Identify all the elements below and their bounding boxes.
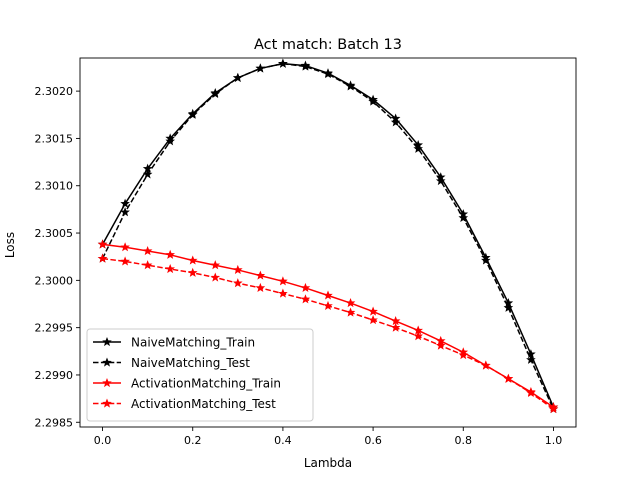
data-point [435, 175, 446, 186]
data-point [323, 300, 333, 310]
data-point [458, 212, 469, 222]
legend-label: ActivationMatching_Train [131, 377, 281, 391]
chart-title: Act match: Batch 13 [254, 37, 402, 53]
x-tick-label: 0.6 [364, 434, 382, 447]
data-point [390, 117, 401, 127]
legend-marker [102, 398, 112, 408]
y-tick-label: 2.3000 [35, 274, 74, 287]
data-point [120, 242, 130, 252]
data-point [142, 245, 153, 256]
y-tick-label: 2.3005 [35, 227, 74, 240]
data-point [526, 354, 536, 364]
series-ActivationMatching_Train [97, 239, 559, 412]
x-tick-label: 0.0 [94, 434, 112, 447]
data-point [120, 198, 130, 208]
y-tick-label: 2.3020 [35, 85, 74, 98]
series-line [101, 62, 555, 410]
y-tick-label: 2.2995 [35, 322, 74, 335]
data-point [142, 169, 153, 179]
data-point [278, 276, 288, 286]
data-point [503, 302, 514, 312]
data-point [142, 260, 153, 270]
legend-entry: NaiveMatching_Train [93, 336, 255, 350]
y-tick-label: 2.2990 [35, 369, 74, 382]
x-tick-label: 1.0 [545, 434, 563, 447]
data-point [368, 96, 378, 106]
legend-label: NaiveMatching_Train [131, 336, 255, 350]
data-point [187, 109, 198, 119]
legend-marker [102, 336, 112, 347]
data-point [481, 255, 491, 265]
data-point [345, 298, 356, 308]
legend-entry: ActivationMatching_Test [93, 397, 276, 411]
data-point [97, 239, 108, 249]
data-point [278, 58, 288, 68]
data-point [255, 270, 266, 280]
data-point [97, 253, 108, 263]
legend-box [86, 328, 314, 422]
data-point [413, 331, 423, 341]
data-point [233, 264, 243, 275]
data-point [323, 69, 333, 79]
data-point [345, 81, 356, 91]
data-point [300, 282, 311, 292]
data-point [165, 136, 175, 146]
plot-area [97, 58, 559, 414]
legend-entry: ActivationMatching_Train [93, 377, 281, 391]
data-point [233, 278, 243, 288]
plot-frame [79, 57, 577, 428]
data-point [210, 88, 221, 99]
x-axis-label: Lambda [304, 456, 352, 470]
data-point [233, 72, 243, 82]
data-point [390, 322, 401, 332]
legend-entry: NaiveMatching_Test [93, 356, 250, 370]
data-point [255, 63, 266, 73]
data-point [210, 260, 221, 270]
data-point [413, 143, 423, 153]
legend-marker [102, 357, 112, 367]
y-tick-label: 2.3015 [35, 132, 74, 145]
data-point [210, 272, 221, 282]
data-point [503, 373, 514, 383]
data-point [165, 249, 175, 259]
data-point [368, 306, 378, 316]
data-point [165, 263, 175, 274]
data-point [187, 267, 198, 277]
data-point [323, 290, 333, 300]
data-point [300, 61, 311, 71]
data-point [345, 307, 356, 317]
data-point [187, 255, 198, 265]
data-point [255, 282, 266, 292]
y-axis-label: Loss [3, 232, 17, 258]
data-point [300, 294, 311, 304]
axes: 0.0 0.2 0.4 0.6 0.8 1.0 2.2985 2.2990 2.2995 2.30… [35, 57, 577, 447]
data-point [548, 403, 559, 414]
data-point [120, 256, 130, 266]
data-point [481, 360, 491, 370]
legend-label: ActivationMatching_Test [131, 397, 276, 411]
x-tick-label: 0.8 [455, 434, 473, 447]
data-point [435, 340, 446, 350]
legend: NaiveMatching_Train NaiveMatching_Test Act… [86, 328, 314, 422]
legend-label: NaiveMatching_Test [131, 356, 250, 370]
y-tick-label: 2.2985 [35, 416, 74, 429]
series-ActivationMatching_Test [97, 253, 559, 414]
legend-marker [102, 377, 112, 388]
x-tick-label: 0.4 [274, 434, 292, 447]
data-point [120, 207, 130, 217]
data-point [368, 315, 378, 325]
y-tick-label: 2.3010 [35, 180, 74, 193]
data-point [526, 387, 536, 398]
data-point [458, 350, 469, 360]
data-point [278, 288, 288, 298]
x-tick-label: 0.2 [184, 434, 202, 447]
